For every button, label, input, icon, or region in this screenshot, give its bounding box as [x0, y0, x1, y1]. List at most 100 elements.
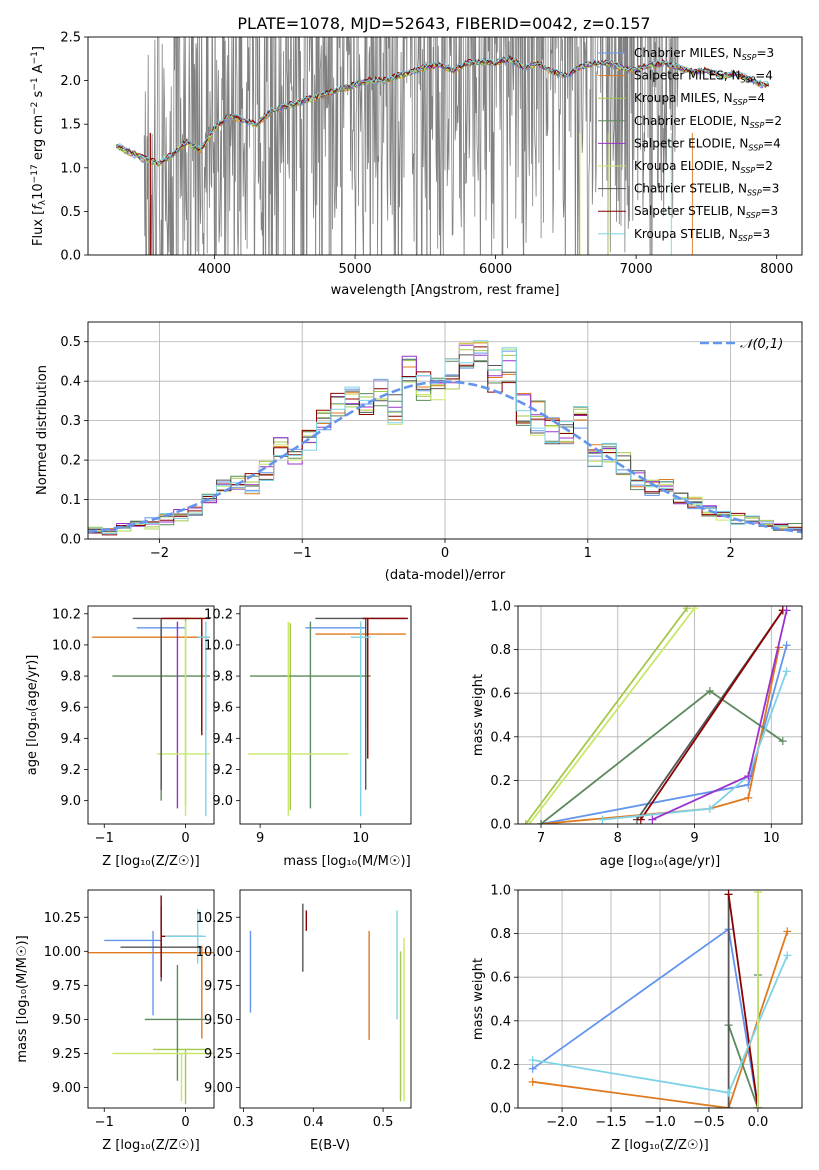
- y-tick-label: 10.00: [196, 945, 233, 960]
- x-tick-label: 9: [256, 831, 264, 846]
- figure-title: PLATE=1078, MJD=52643, FIBERID=0042, z=0…: [237, 14, 650, 33]
- x-tick-label: 9: [690, 831, 698, 846]
- x-tick-label: 0.4: [303, 1115, 324, 1130]
- y-tick-label: 0.5: [60, 205, 81, 220]
- y-tick-label: 10.2: [52, 607, 81, 622]
- weight-line: [651, 610, 788, 821]
- weight-marker: [537, 820, 546, 824]
- axes-spectrum: 4000 5000 6000 7000 8000 0.0 0.5 1.0 1.5 2.0 2.5 Ch…: [30, 31, 803, 298]
- legend-label-1: Salpeter MILES, NSSP=4: [634, 69, 773, 85]
- y-tick-label: 9.50: [52, 1013, 81, 1028]
- x-tick-label: −1.5: [595, 1115, 627, 1130]
- weight-marker: [778, 737, 787, 746]
- axes-frame: [87, 889, 215, 1109]
- y-tick-label: 9.0: [60, 794, 81, 809]
- weight-marker: [636, 815, 645, 824]
- weight-line: [528, 607, 696, 824]
- normal-curve: [88, 380, 802, 534]
- x-tick-label: −1: [293, 546, 312, 561]
- x-tick-label: −0.5: [693, 1115, 725, 1130]
- y-tick-label: 9.4: [60, 732, 81, 747]
- y-tick-label: 2.5: [60, 31, 81, 46]
- weight-marker: [782, 606, 791, 615]
- point-3: [250, 621, 371, 809]
- mass-vs-Z-ylabel: mass [log₁₀(M/M☉)]: [15, 935, 30, 1062]
- axes-age-vs-mass: 9 10 9.0 9.2 9.4 9.6 9.8 10.0 10.2 mass [log₁₀(M/…: [204, 605, 412, 869]
- massweight-vs-age-xlabel: age [log₁₀(age/yr)]: [600, 854, 721, 869]
- weight-marker: [783, 951, 792, 960]
- x-tick-label: 10: [352, 831, 369, 846]
- weight-line: [540, 647, 780, 824]
- x-tick-label: 6000: [479, 262, 512, 277]
- axes-frame: [239, 889, 412, 1109]
- age-vs-Z-ylabel: age [log₁₀(age/yr)]: [25, 655, 40, 776]
- y-tick-label: 9.4: [212, 732, 233, 747]
- weight-series-1: [537, 643, 783, 824]
- y-tick-label: 0.0: [490, 818, 511, 833]
- point-6: [157, 621, 210, 817]
- x-tick-label: 8: [614, 831, 622, 846]
- legend-label-4: Salpeter ELODIE, NSSP=4: [634, 136, 781, 152]
- x-tick-label: 4000: [198, 262, 231, 277]
- y-tick-label: 0.6: [490, 971, 511, 986]
- axes-mass-vs-ebv: 0.3 0.4 0.5 9.00 9.25 9.50 9.75 10.00 10.25 E(B-V…: [196, 889, 412, 1153]
- y-tick-label: 0.5: [60, 335, 81, 350]
- x-tick-label: 0.5: [373, 1115, 394, 1130]
- weight-series-3: [537, 687, 787, 824]
- weight-series-7: [598, 667, 791, 824]
- y-tick-label: 0.8: [490, 643, 511, 658]
- weight-line: [602, 671, 788, 821]
- axes-frame: [517, 605, 803, 825]
- residuals-xlabel: (data-model)/error: [385, 568, 506, 583]
- weight-line: [540, 644, 788, 824]
- point-4: [112, 1052, 214, 1102]
- mass-vs-ebv-xlabel: E(B-V): [310, 1138, 350, 1153]
- y-tick-label: 9.25: [52, 1047, 81, 1062]
- legend-label-6: Chabrier STELIB, NSSP=3: [634, 182, 779, 198]
- x-tick-label: 0.0: [748, 1115, 769, 1130]
- axes-frame: [87, 321, 803, 540]
- weight-series-7: [753, 890, 762, 1108]
- point-2: [153, 1048, 210, 1104]
- axes-residuals: −2 −1 0 1 2 0.0 0.1 0.2 0.3 0.4 0.5 𝒩(0,1) (data-mod…: [35, 321, 803, 583]
- y-tick-label: 10.0: [52, 638, 81, 653]
- y-tick-label: 9.25: [204, 1047, 233, 1062]
- weight-marker: [744, 793, 753, 802]
- y-tick-label: 9.0: [212, 794, 233, 809]
- x-tick-label: −1: [95, 831, 114, 846]
- y-tick-label: 0.0: [60, 249, 81, 264]
- y-tick-label: 0.1: [60, 493, 81, 508]
- weight-marker: [782, 641, 791, 650]
- x-tick-label: −1.0: [644, 1115, 676, 1130]
- y-tick-label: 2.0: [60, 74, 81, 89]
- spectrum-model-line-8: [115, 54, 770, 165]
- legend-label-7: Salpeter STELIB, NSSP=3: [634, 204, 778, 220]
- point-9: [197, 621, 210, 817]
- point-8: [161, 617, 210, 736]
- y-tick-label: 9.75: [204, 979, 233, 994]
- y-tick-label: 0.2: [490, 1058, 511, 1073]
- y-tick-label: 9.00: [204, 1081, 233, 1096]
- point-7: [132, 617, 190, 790]
- weight-series-4: [724, 890, 733, 1108]
- y-tick-label: 0.4: [60, 375, 81, 390]
- x-tick-label: −1: [95, 1115, 114, 1130]
- y-tick-label: 1.0: [490, 884, 511, 899]
- y-tick-label: 0.6: [490, 687, 511, 702]
- weight-marker: [744, 772, 753, 781]
- x-tick-label: 8000: [760, 262, 793, 277]
- x-tick-label: 7000: [620, 262, 653, 277]
- y-tick-label: 10.0: [204, 638, 233, 653]
- point-7: [165, 909, 206, 964]
- y-tick-label: 10.2: [204, 607, 233, 622]
- y-tick-label: 0.0: [490, 1102, 511, 1117]
- weight-series-4: [525, 606, 699, 824]
- weight-line: [540, 689, 784, 824]
- y-tick-label: 0.4: [490, 1014, 511, 1029]
- weight-marker: [724, 890, 733, 899]
- legend-label-3: Chabrier ELODIE, NSSP=2: [634, 114, 782, 130]
- y-tick-label: 0.2: [490, 774, 511, 789]
- x-tick-label: 1: [584, 546, 592, 561]
- y-tick-label: 9.2: [212, 763, 233, 778]
